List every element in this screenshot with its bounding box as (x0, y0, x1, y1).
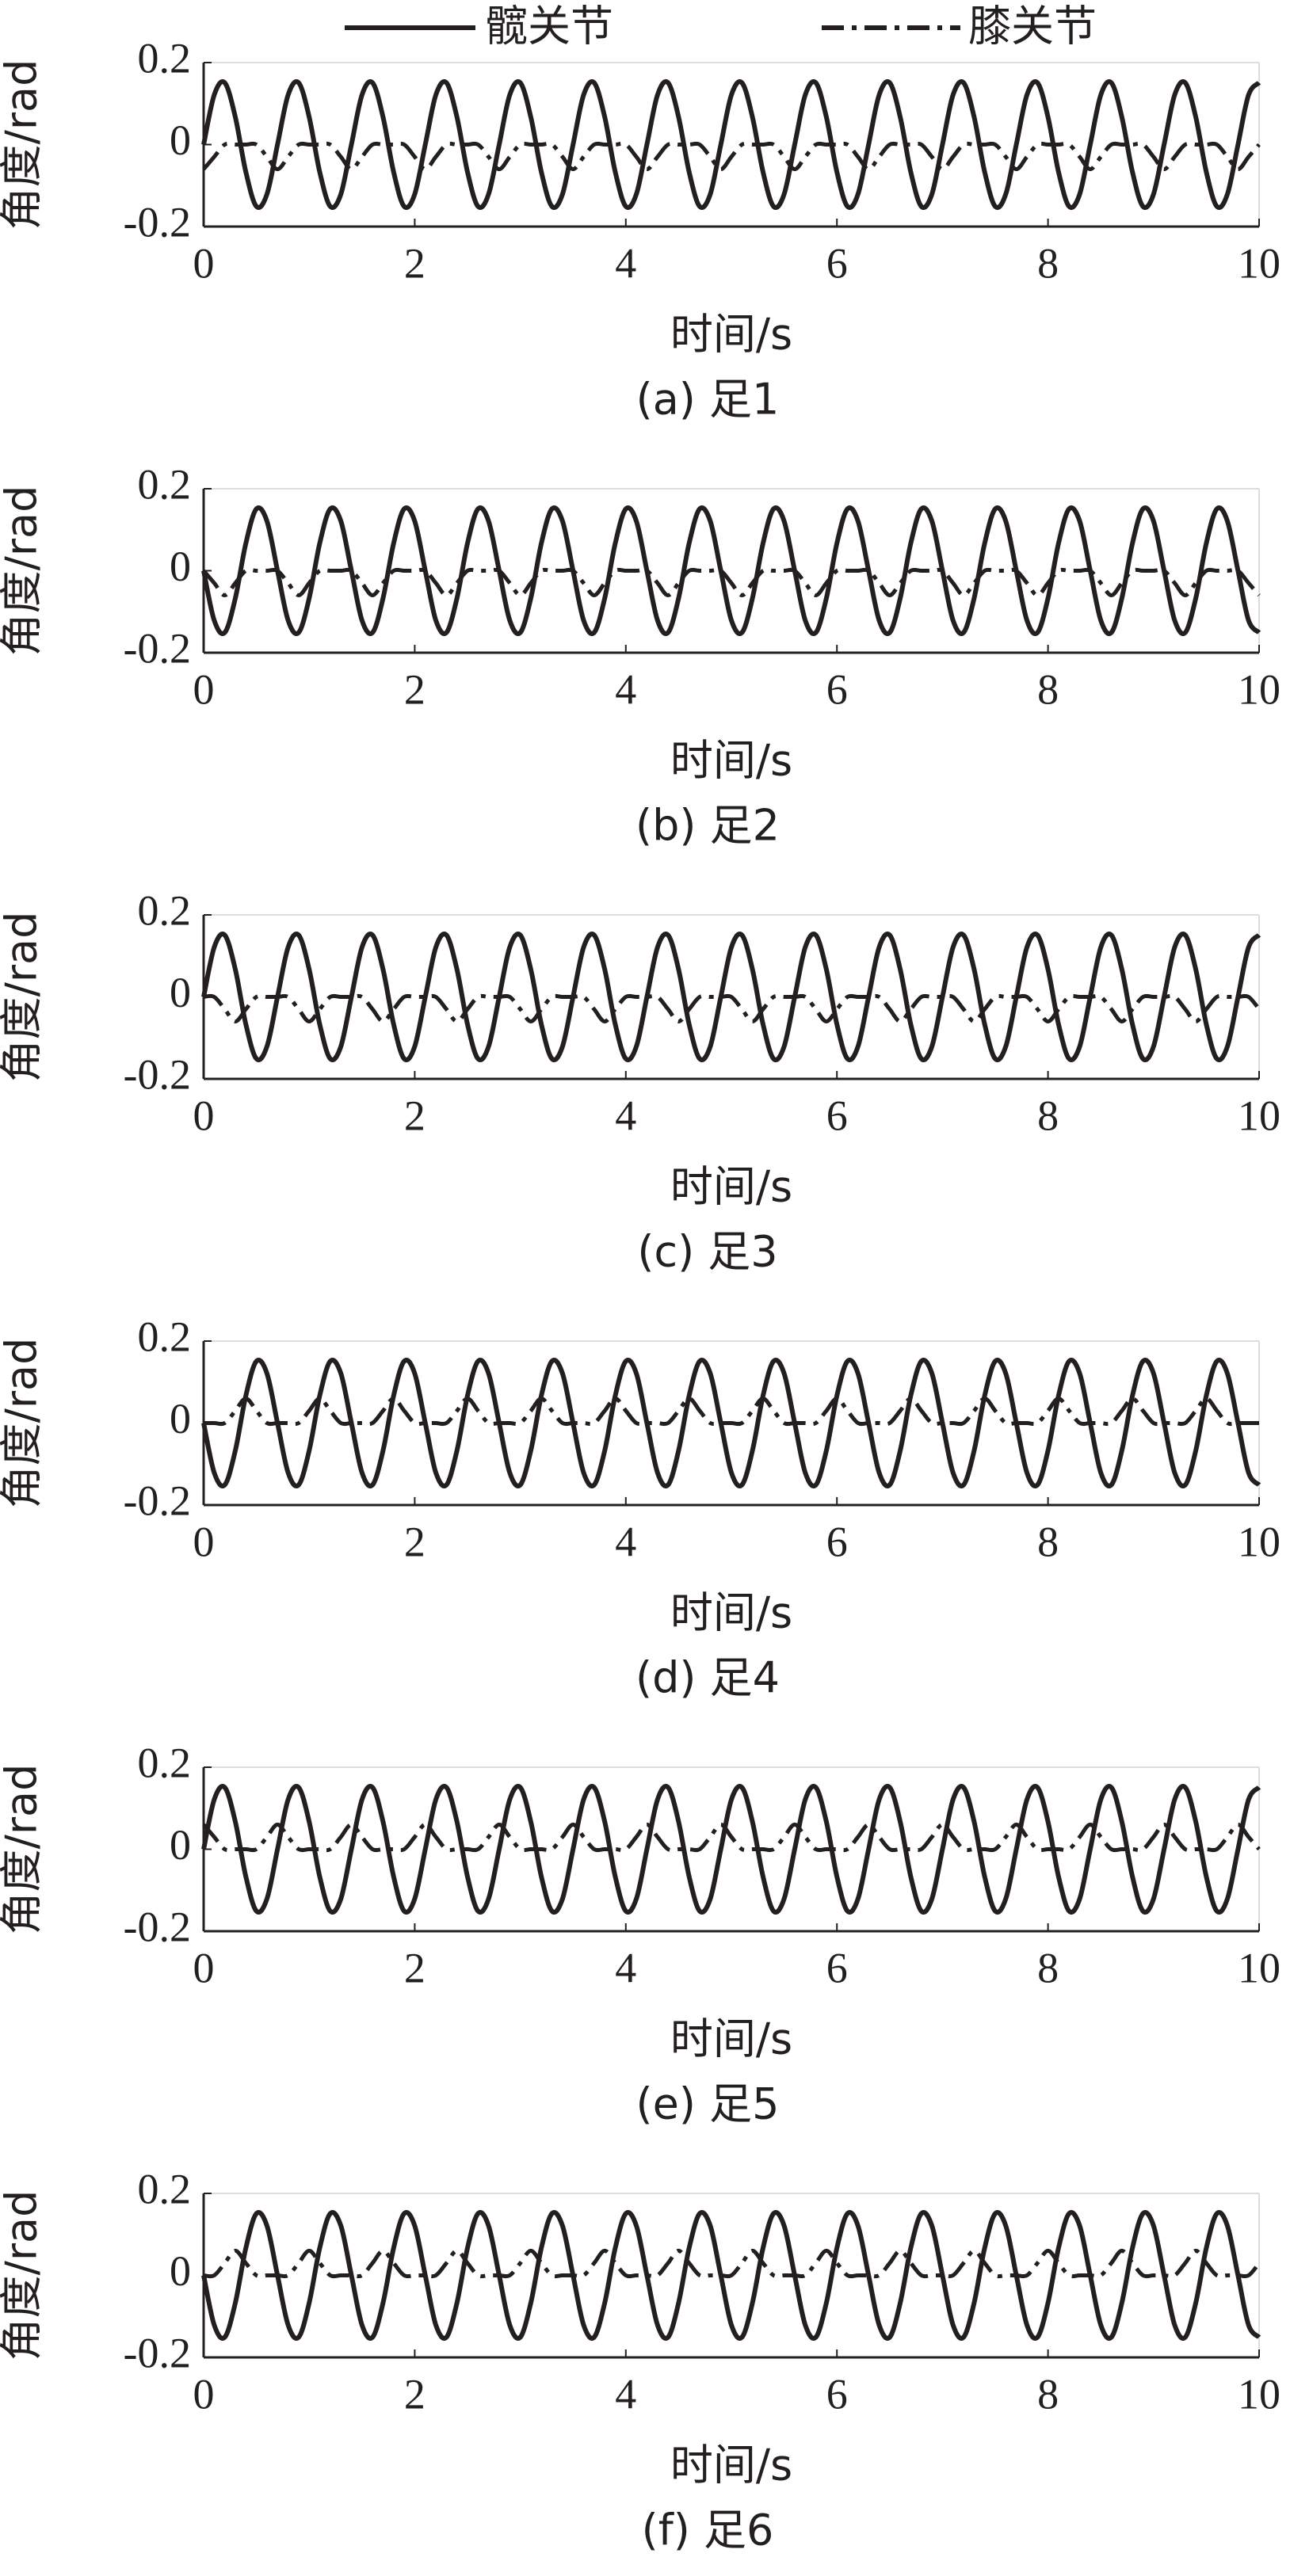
series-line (202, 1822, 1261, 1853)
y-tick-label: -0.2 (124, 1477, 191, 1524)
y-tick-label: 0.2 (138, 1313, 192, 1360)
x-tick-label: 2 (404, 2370, 426, 2418)
x-tick-label: 0 (193, 1092, 215, 1139)
x-tick-label: 8 (1037, 1518, 1059, 1565)
x-tick-label: 10 (1238, 1944, 1280, 1991)
y-tick-label: 0 (170, 969, 191, 1016)
x-tick-label: 4 (615, 1518, 636, 1565)
x-tick-label: 6 (826, 2370, 848, 2418)
x-tick-label: 8 (1037, 2370, 1059, 2418)
y-tick-label: 0 (170, 2247, 191, 2295)
legend-label: 膝关节 (968, 2, 1097, 51)
chart-caption: (f) 足6 (642, 2506, 774, 2555)
x-tick-label: 10 (1238, 239, 1280, 287)
x-tick-label: 8 (1037, 1092, 1059, 1139)
x-tick-label: 4 (615, 1944, 636, 1991)
y-axis-label: 角度/rad (0, 1338, 47, 1509)
x-tick-label: 6 (826, 665, 848, 713)
x-tick-label: 4 (615, 239, 636, 287)
y-tick-label: 0.2 (138, 2165, 192, 2212)
x-axis-label: 时间/s (670, 2014, 792, 2064)
series-line (202, 567, 1261, 597)
x-tick-label: 0 (193, 2370, 215, 2418)
x-tick-label: 2 (404, 239, 426, 287)
y-tick-label: 0 (170, 543, 191, 590)
x-tick-label: 10 (1238, 1092, 1280, 1139)
x-tick-label: 4 (615, 1092, 636, 1139)
x-tick-label: 0 (193, 665, 215, 713)
series-line (204, 1397, 1259, 1427)
y-tick-label: -0.2 (124, 1903, 191, 1950)
series-line (201, 2210, 1261, 2341)
chart-caption: (b) 足2 (635, 801, 780, 851)
x-axis-label: 时间/s (670, 1162, 792, 1212)
x-axis-label: 时间/s (670, 310, 792, 360)
chart-caption: (a) 足1 (636, 375, 780, 425)
series-line (201, 1784, 1261, 1915)
x-tick-label: 10 (1238, 2370, 1280, 2418)
x-tick-label: 0 (193, 1944, 215, 1991)
series-line (201, 505, 1261, 636)
y-tick-label: 0 (170, 1395, 191, 1442)
chart-caption: (c) 足3 (637, 1227, 777, 1277)
y-axis-label: 角度/rad (0, 2190, 47, 2361)
x-tick-label: 2 (404, 665, 426, 713)
series-line (201, 932, 1261, 1062)
x-tick-label: 6 (826, 1092, 848, 1139)
x-tick-label: 6 (826, 239, 848, 287)
series-line (203, 2248, 1261, 2279)
x-tick-label: 10 (1238, 665, 1280, 713)
x-tick-label: 0 (193, 239, 215, 287)
x-tick-label: 8 (1037, 239, 1059, 287)
x-axis-label: 时间/s (670, 2441, 792, 2490)
y-tick-label: 0.2 (138, 886, 192, 934)
series-line (201, 79, 1261, 210)
chart-caption: (d) 足4 (635, 1653, 780, 1703)
y-tick-label: 0.2 (138, 1739, 192, 1786)
y-axis-label: 角度/rad (0, 1764, 47, 1935)
x-tick-label: 6 (826, 1518, 848, 1565)
series-line (202, 141, 1261, 172)
y-tick-label: -0.2 (124, 198, 191, 246)
y-tick-label: 0 (170, 116, 191, 164)
x-axis-label: 时间/s (670, 736, 792, 786)
legend-label: 髋关节 (485, 2, 613, 51)
y-tick-label: -0.2 (124, 1050, 191, 1098)
x-tick-label: 6 (826, 1944, 848, 1991)
series-line (201, 1358, 1261, 1488)
series-line (203, 993, 1261, 1023)
x-tick-label: 10 (1238, 1518, 1280, 1565)
y-axis-label: 角度/rad (0, 59, 47, 231)
y-tick-label: 0.2 (138, 460, 192, 508)
x-tick-label: 2 (404, 1944, 426, 1991)
x-tick-label: 4 (615, 665, 636, 713)
y-tick-label: 0.2 (138, 34, 192, 82)
chart-caption: (e) 足5 (636, 2079, 780, 2129)
y-tick-label: -0.2 (124, 624, 191, 672)
x-tick-label: 8 (1037, 1944, 1059, 1991)
y-axis-label: 角度/rad (0, 912, 47, 1083)
y-tick-label: 0 (170, 1821, 191, 1869)
y-axis-label: 角度/rad (0, 486, 47, 657)
x-tick-label: 2 (404, 1518, 426, 1565)
x-tick-label: 4 (615, 2370, 636, 2418)
x-tick-label: 0 (193, 1518, 215, 1565)
x-axis-label: 时间/s (670, 1588, 792, 1638)
x-tick-label: 8 (1037, 665, 1059, 713)
y-tick-label: -0.2 (124, 2329, 191, 2376)
x-tick-label: 2 (404, 1092, 426, 1139)
